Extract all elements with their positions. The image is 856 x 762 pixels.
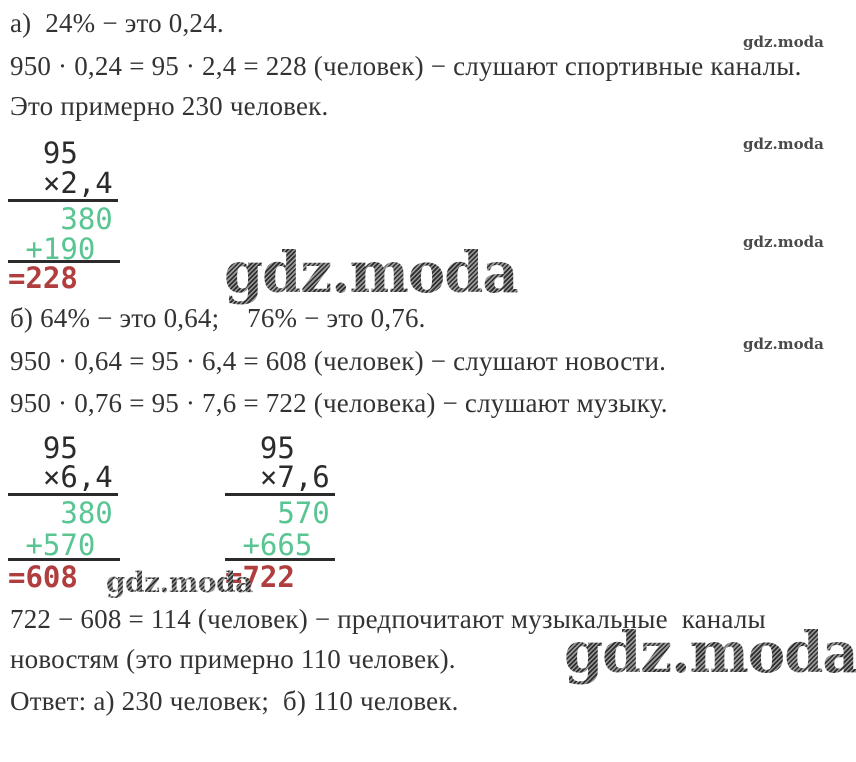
part-b-equation-2: 950 · 0,76 = 95 · 7,6 = 722 (человека) −… (10, 388, 668, 418)
partial-product-1: 570 (225, 496, 330, 530)
part-b-equation-1: 950 · 0,64 = 95 · 6,4 = 608 (человек) − … (10, 346, 667, 376)
product-row: =228 (8, 261, 78, 295)
watermark-small-3: gdz.moda (743, 233, 824, 251)
partial-product-2: +190 (8, 232, 96, 266)
sum-rule-line (8, 260, 120, 263)
multiplier-row: ×6,4 (8, 460, 113, 494)
multiplicand-row: 95 (8, 136, 78, 170)
partial-product-2: +665 (225, 528, 313, 562)
sum-rule-line (8, 558, 120, 561)
watermark-small-2: gdz.moda (743, 135, 824, 153)
multiplier-row: ×7,6 (225, 460, 330, 494)
watermark-small-4: gdz.moda (743, 335, 824, 353)
multiplicand-row: 95 (225, 431, 295, 465)
partial-product-2: +570 (8, 528, 96, 562)
multiplication-rule-line (8, 199, 118, 202)
watermark-bottom: gdz.moda (564, 620, 856, 686)
part-a-statement: а) 24% − это 0,24. (10, 8, 224, 38)
multiplier-row: ×2,4 (8, 166, 113, 200)
sum-rule-line (225, 558, 335, 561)
partial-product-1: 380 (8, 202, 113, 236)
conclusion-line-1: 722 − 608 = 114 (человек) − предпочитают… (10, 604, 766, 634)
product-row: =722 (225, 560, 295, 594)
multiplication-rule-line (8, 493, 118, 496)
part-a-equation: 950 · 0,24 = 95 · 2,4 = 228 (человек) − … (10, 51, 802, 81)
multiplicand-row: 95 (8, 431, 78, 465)
conclusion-line-2: новостям (это примерно 110 человек). (10, 644, 456, 674)
partial-product-1: 380 (8, 496, 113, 530)
multiplication-rule-line (225, 493, 335, 496)
watermark-middle: gdz.moda (106, 566, 253, 599)
product-row: =608 (8, 560, 78, 594)
part-a-rounding: Это примерно 230 человек. (10, 91, 329, 121)
watermark-small-1: gdz.moda (743, 33, 824, 51)
answer-line: Ответ: а) 230 человек; б) 110 человек. (10, 686, 459, 716)
watermark-center: gdz.moda (224, 240, 519, 306)
part-b-statement: б) 64% − это 0,64; 76% − это 0,76. (10, 303, 426, 333)
